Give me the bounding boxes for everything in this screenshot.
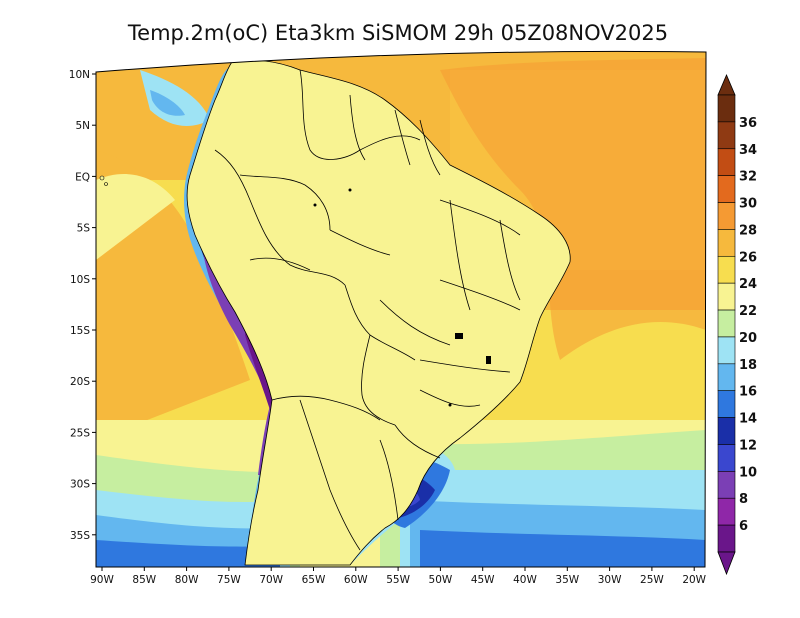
lat-tick-label: 25S [70,427,90,439]
colorbar-label: 32 [739,170,757,185]
lon-tick-label: 85W [132,574,156,586]
colorbar-label: 22 [739,304,757,319]
colorbar-segment [717,471,736,499]
map-frame [95,50,707,568]
colorbar-label: 16 [739,385,757,400]
colorbar-segment [717,175,736,203]
lon-tick-label: 60W [344,574,368,586]
colorbar-label: 20 [739,331,757,346]
colorbar-label: 30 [739,197,757,212]
country-borders [186,59,571,566]
colorbar-label: 26 [739,250,757,265]
colorbar-label: 8 [739,492,748,507]
lon-tick-label: 30W [598,574,622,586]
colorbar-segment [717,524,736,553]
colorbar-segment [717,417,736,445]
colorbar-segment [717,336,736,365]
lat-tick-label: EQ [75,171,90,183]
colorbar-segment [717,94,736,123]
lon-tick-label: 35W [555,574,579,586]
lat-tick-label: 10N [69,69,90,81]
colorbar-segment [717,363,736,392]
lon-tick-label: 45W [471,574,495,586]
colorbar-segment [717,121,736,150]
lon-tick-label: 50W [429,574,453,586]
colorbar-label: 12 [739,438,757,453]
colorbar-label: 10 [739,465,757,480]
lat-tick-label: 5S [77,223,91,235]
lat-tick-label: 20S [70,376,90,388]
colorbar-label: 34 [739,143,757,158]
longitude-axis: 90W 85W 80W 75W 70W 65W 60W 55W 50W 45W 40W 35W 30W 2… [90,567,707,586]
lat-tick-label: 5N [75,120,90,132]
lon-tick-label: 90W [90,574,114,586]
map-domain [96,51,706,567]
colorbar-segment [717,148,736,176]
colorbar-label: 36 [739,116,757,131]
temperature-colorbar: 36 34 32 30 28 26 24 22 20 18 16 14 12 10 8 6 [717,73,757,576]
colorbar-segment [717,309,736,338]
colorbar-segment [717,282,736,311]
colorbar-bottom-arrow [717,551,736,576]
lon-tick-label: 80W [175,574,199,586]
colorbar-label: 14 [739,412,757,427]
lat-tick-label: 30S [70,479,90,491]
colorbar-label: 24 [739,277,757,292]
colorbar-label: 18 [739,358,757,373]
colorbar-segment [717,202,736,230]
lon-tick-label: 55W [386,574,410,586]
colorbar-segment [717,390,736,418]
lon-tick-label: 20W [682,574,706,586]
lat-tick-label: 15S [70,325,90,337]
colorbar-segment [717,229,736,257]
lat-tick-label: 35S [70,530,90,542]
colorbar-segment [717,444,736,472]
lon-tick-label: 75W [217,574,241,586]
lat-tick-label: 10S [70,274,90,286]
colorbar-segment [717,255,736,284]
colorbar-segment [717,497,736,526]
colorbar-label: 28 [739,223,757,238]
lon-tick-label: 65W [302,574,326,586]
colorbar-label: 6 [739,519,748,534]
lon-tick-label: 40W [513,574,537,586]
colorbar-top-arrow [717,73,736,96]
lon-tick-label: 70W [259,574,283,586]
map-title: Temp.2m(oC) Eta3km SiSMOM 29h 05Z08NOV20… [127,21,668,45]
latitude-axis: 10N 5N EQ 5S 10S 15S 20S 25S 30S 35S [69,69,96,542]
lon-tick-label: 25W [640,574,664,586]
